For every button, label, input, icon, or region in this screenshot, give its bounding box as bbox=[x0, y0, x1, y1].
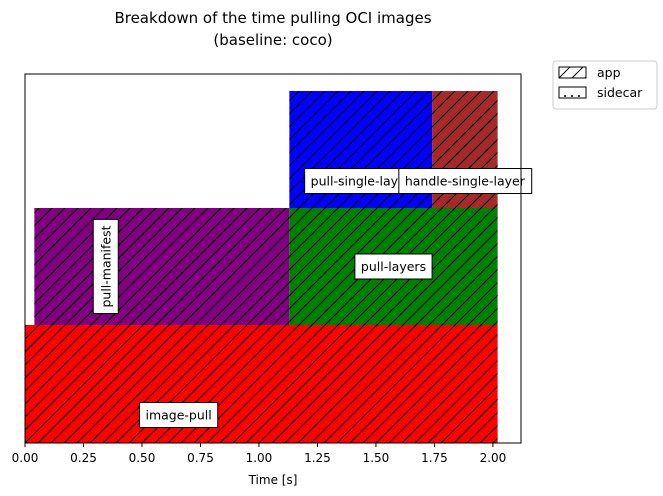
legend-swatch-app bbox=[558, 66, 587, 79]
bar-label-pull-manifest: pull-manifest bbox=[92, 218, 119, 315]
bar-label-text-pull-layers: pull-layers bbox=[361, 259, 426, 274]
x-tick-label: 0.25 bbox=[70, 451, 97, 465]
x-tick-label: 1.00 bbox=[246, 451, 273, 465]
x-tick-label: 1.50 bbox=[363, 451, 390, 465]
bar-label-handle-single-layer: handle-single-layer bbox=[398, 168, 533, 194]
x-axis-label: Time [s] bbox=[248, 473, 298, 487]
plot-frame bbox=[24, 73, 522, 444]
bar-label-text-pull-manifest: pull-manifest bbox=[98, 225, 113, 307]
bar-label-box-handle-single-layer bbox=[398, 168, 533, 194]
legend-label-app: app bbox=[597, 65, 621, 80]
legend-swatch-sidecar bbox=[558, 86, 587, 99]
bar-label-box-image-pull bbox=[138, 402, 219, 428]
legend: app sidecar bbox=[552, 60, 658, 110]
legend-label-sidecar: sidecar bbox=[597, 85, 643, 100]
bar-label-text-image-pull: image-pull bbox=[145, 408, 211, 423]
chart-subtitle: (baseline: coco) bbox=[213, 31, 332, 49]
bar-hatch-image-pull bbox=[25, 325, 498, 443]
x-axis: 0.00 0.25 0.50 0.75 1.00 1.25 1.50 1.75 2.00 bbox=[12, 443, 507, 465]
bar-label-box-pull-layers bbox=[354, 253, 433, 280]
x-tick-label: 0.50 bbox=[129, 451, 156, 465]
bar-label-text-pull-single-layer: pull-single-layer bbox=[311, 174, 412, 189]
x-tick-label: 2.00 bbox=[480, 451, 507, 465]
x-tick-label: 0.75 bbox=[187, 451, 214, 465]
bar-hatch-pull-manifest bbox=[34, 208, 290, 325]
x-tick-label: 0.00 bbox=[12, 451, 39, 465]
bar-label-box-pull-manifest bbox=[92, 218, 119, 315]
bar-label-pull-layers: pull-layers bbox=[354, 253, 433, 280]
x-tick-label: 1.75 bbox=[421, 451, 448, 465]
x-tick-label: 1.25 bbox=[304, 451, 331, 465]
bar-labels-group: image-pull pull-manifest pull-layers pull-s… bbox=[92, 168, 533, 428]
bar-label-image-pull: image-pull bbox=[138, 402, 219, 428]
bar-label-text-handle-single-layer: handle-single-layer bbox=[405, 174, 526, 189]
chart-title: Breakdown of the time pulling OCI images bbox=[114, 9, 431, 27]
